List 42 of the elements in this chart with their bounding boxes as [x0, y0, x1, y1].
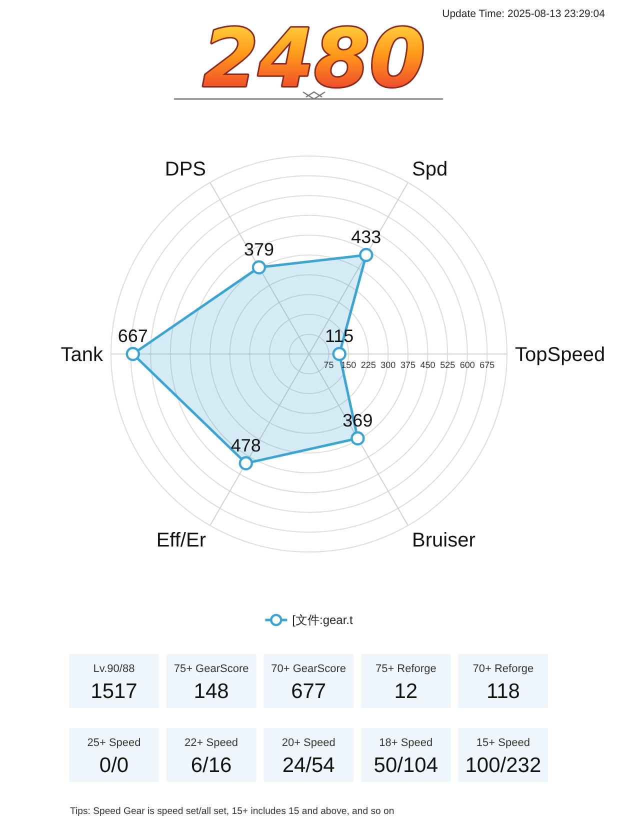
- category-label: 18+ Speed: [379, 737, 433, 749]
- category-label: 20+ Speed: [282, 737, 336, 749]
- text: 6/16: [190, 754, 232, 777]
- category-label: 75+ Reforge: [375, 663, 436, 675]
- text: 1517: [90, 680, 138, 703]
- text: 118: [486, 680, 520, 703]
- y-tick-label: 525: [440, 360, 456, 370]
- text: Update Time: 2025-08-13 23:29:04: [442, 8, 606, 20]
- y-tick-label: 300: [380, 360, 396, 370]
- text: Tips: Speed Gear is speed set/all set, 15+ includes 15 and above, and so on: [70, 806, 394, 817]
- spoke-label: DPS: [164, 158, 206, 181]
- spoke-label: Spd: [412, 158, 448, 181]
- text: 24/54: [282, 754, 335, 777]
- y-tick-label: 600: [460, 360, 475, 370]
- data-label: 478: [230, 435, 261, 456]
- category-label: 70+ GearScore: [271, 663, 346, 675]
- data-label: 379: [244, 239, 274, 260]
- category-label: 25+ Speed: [87, 737, 141, 749]
- text: 677: [291, 680, 326, 703]
- spoke-label: Bruiser: [412, 529, 476, 552]
- text: 0/0: [99, 754, 129, 777]
- spoke-label: TopSpeed: [515, 344, 606, 366]
- category-label: 15+ Speed: [476, 737, 530, 749]
- y-tick-label: 75: [324, 360, 334, 370]
- text: 100/232: [465, 754, 542, 777]
- y-tick-label: 375: [400, 360, 416, 370]
- category-label: 22+ Speed: [184, 737, 238, 749]
- category-label: 75+ GearScore: [174, 663, 249, 675]
- y-tick-label: 225: [360, 360, 376, 370]
- text: 148: [194, 680, 229, 703]
- spoke-label: Eff/Er: [156, 529, 206, 552]
- data-label: 433: [351, 227, 382, 248]
- chart-title: 2480: [202, 12, 426, 105]
- category-label: Lv.90/88: [93, 663, 135, 675]
- y-tick-label: 675: [480, 360, 495, 370]
- text: 12: [394, 680, 418, 703]
- legend-label: [文件:gear.t: [292, 613, 354, 628]
- category-label: 70+ Reforge: [472, 663, 534, 675]
- y-tick-label: 450: [420, 360, 436, 370]
- text: 50/104: [374, 754, 438, 777]
- spoke-label: Tank: [60, 344, 104, 366]
- data-label: 667: [118, 326, 148, 346]
